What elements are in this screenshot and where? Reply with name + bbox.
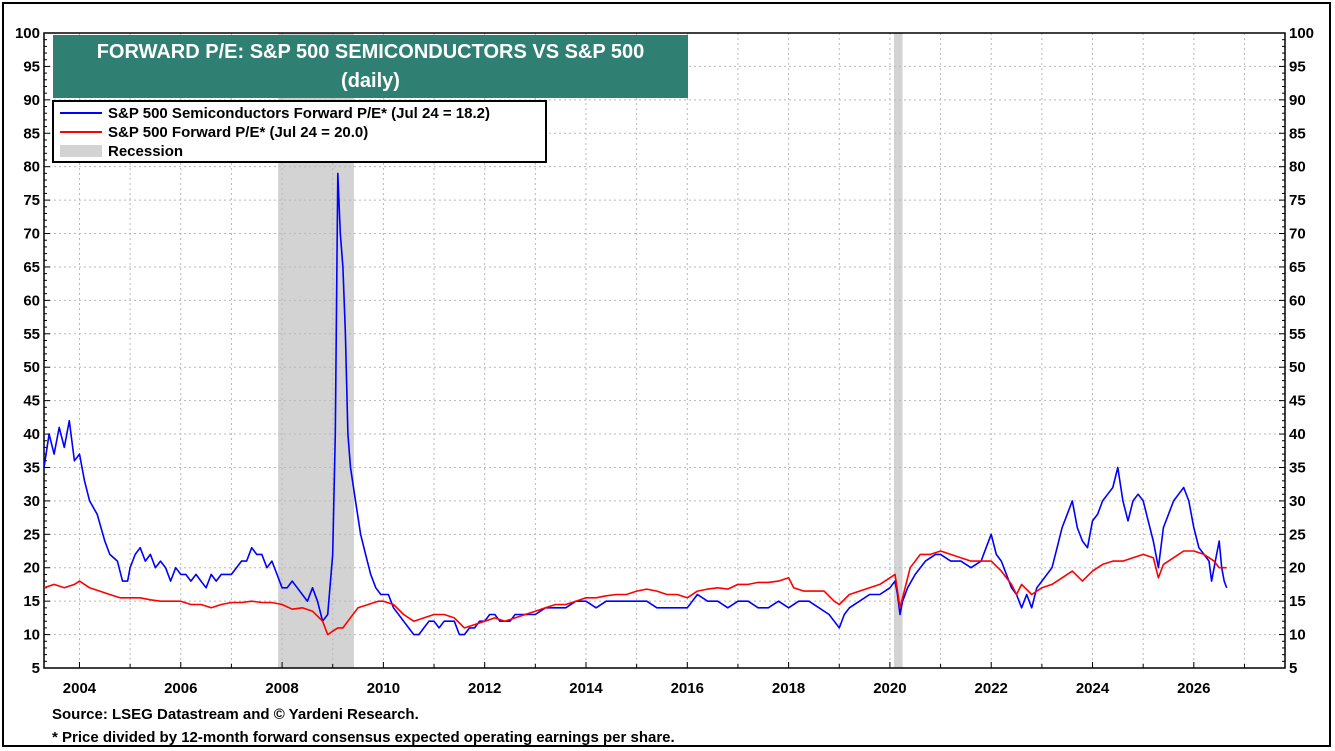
y-tick-label-right: 50 <box>1289 359 1306 376</box>
legend-swatch-red <box>60 131 102 133</box>
y-tick-label-left: 45 <box>23 393 40 410</box>
x-tick-label: 2020 <box>873 680 906 697</box>
y-tick-label-left: 20 <box>23 560 40 577</box>
y-tick-label-right: 90 <box>1289 92 1306 109</box>
y-tick-label-left: 80 <box>23 159 40 176</box>
x-tick-label: 2008 <box>265 680 298 697</box>
series-line-sp500 <box>43 550 1227 636</box>
legend-label-semiconductors: S&P 500 Semiconductors Forward P/E* (Jul… <box>108 104 490 122</box>
y-tick-label-right: 15 <box>1289 593 1306 610</box>
y-tick-label-left: 65 <box>23 259 40 276</box>
legend-label-recession: Recession <box>108 142 184 160</box>
series-lines <box>43 172 1228 636</box>
x-tick-label: 2024 <box>1076 680 1110 697</box>
recession-band-1 <box>893 33 903 668</box>
y-tick-label-right: 5 <box>1289 660 1297 677</box>
legend-item-sp500: S&P 500 Forward P/E* (Jul 24 = 20.0) <box>60 123 368 141</box>
y-tick-label-right: 55 <box>1289 326 1306 343</box>
y-axis-left: 5 10 15 20 25 30 35 40 45 50 55 60 65 70 75 80 85 90 95 100 <box>15 25 40 677</box>
legend-item-semiconductors: S&P 500 Semiconductors Forward P/E* (Jul… <box>60 104 490 122</box>
source-note: Source: LSEG Datastream and © Yardeni Re… <box>52 706 419 723</box>
chart-title: FORWARD P/E: S&P 500 SEMICONDUCTORS VS S… <box>96 41 645 63</box>
y-tick-label-right: 85 <box>1289 125 1306 142</box>
x-tick-label: 2016 <box>671 680 704 697</box>
x-axis: 2004 2006 2008 2010 2012 2014 2016 2018 2020 2022… <box>63 680 1211 697</box>
x-tick-label: 2010 <box>367 680 400 697</box>
x-tick-label: 2018 <box>772 680 805 697</box>
y-tick-label-left: 30 <box>23 493 40 510</box>
y-tick-label-left: 90 <box>23 92 40 109</box>
y-tick-label-left: 25 <box>23 526 40 543</box>
y-tick-label-right: 75 <box>1289 192 1306 209</box>
y-tick-label-right: 20 <box>1289 560 1306 577</box>
footnote: * Price divided by 12-month forward cons… <box>52 729 675 746</box>
y-tick-label-left: 70 <box>23 226 40 243</box>
y-tick-label-right: 45 <box>1289 393 1306 410</box>
y-tick-label-left: 15 <box>23 593 40 610</box>
legend-item-recession: Recession <box>60 142 183 160</box>
y-tick-label-right: 40 <box>1289 426 1306 443</box>
y-tick-label-left: 10 <box>23 627 40 644</box>
y-tick-label-left: 75 <box>23 192 40 209</box>
y-tick-label-right: 65 <box>1289 259 1306 276</box>
y-tick-label-left: 50 <box>23 359 40 376</box>
y-tick-label-right: 25 <box>1289 526 1306 543</box>
y-tick-label-right: 35 <box>1289 459 1306 476</box>
x-tick-label: 2004 <box>63 680 97 697</box>
legend-swatch-gray <box>60 145 102 157</box>
legend-swatch-blue <box>60 112 102 114</box>
y-tick-label-left: 95 <box>23 58 40 75</box>
y-tick-label-right: 80 <box>1289 159 1306 176</box>
legend-label-sp500: S&P 500 Forward P/E* (Jul 24 = 20.0) <box>108 123 369 141</box>
y-tick-label-left: 55 <box>23 326 40 343</box>
y-tick-label-right: 10 <box>1289 627 1306 644</box>
y-tick-label-left: 100 <box>15 25 40 42</box>
y-axis-right: 5 10 15 20 25 30 35 40 45 50 55 60 65 70 75 80 85 90 95 100 <box>1289 25 1314 677</box>
y-tick-label-left: 60 <box>23 292 40 309</box>
legend: S&P 500 Semiconductors Forward P/E* (Jul… <box>52 100 547 163</box>
y-tick-label-right: 95 <box>1289 58 1306 75</box>
x-tick-label: 2006 <box>164 680 197 697</box>
x-tick-label: 2014 <box>569 680 603 697</box>
y-tick-label-right: 30 <box>1289 493 1306 510</box>
y-tick-label-right: 100 <box>1289 25 1314 42</box>
y-tick-label-right: 70 <box>1289 226 1306 243</box>
y-tick-label-left: 85 <box>23 125 40 142</box>
y-tick-label-left: 5 <box>32 660 40 677</box>
x-tick-label: 2012 <box>468 680 501 697</box>
plot-area-border <box>43 32 1286 669</box>
series-line-semiconductors <box>43 172 1228 636</box>
x-tick-label: 2026 <box>1177 680 1210 697</box>
chart-title-box: FORWARD P/E: S&P 500 SEMICONDUCTORS VS S… <box>53 35 688 98</box>
y-tick-label-left: 35 <box>23 459 40 476</box>
x-tick-label: 2022 <box>975 680 1008 697</box>
chart-subtitle: (daily) <box>341 70 400 92</box>
y-tick-label-right: 60 <box>1289 292 1306 309</box>
y-tick-label-left: 40 <box>23 426 40 443</box>
